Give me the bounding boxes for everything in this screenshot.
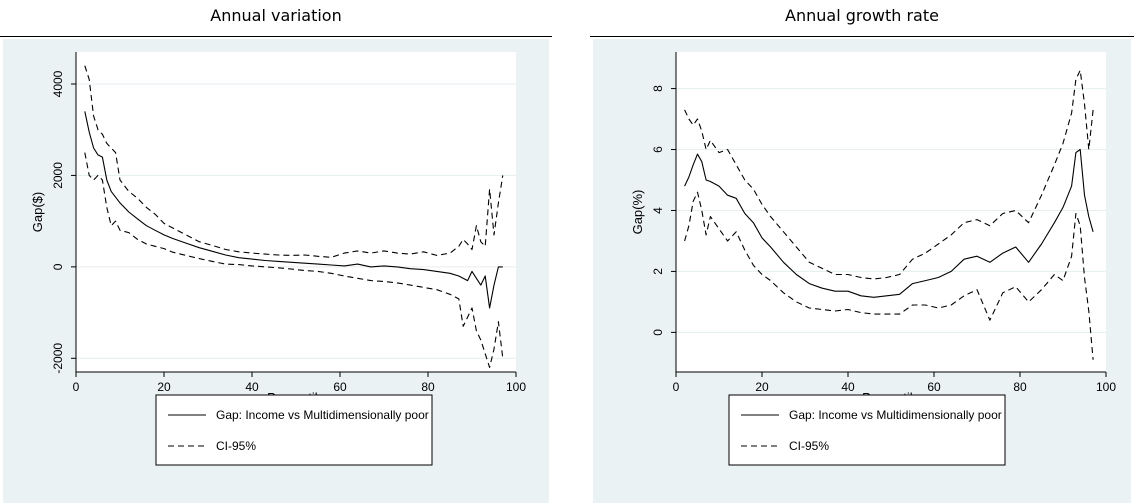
x-tick-label: 80 xyxy=(421,380,435,394)
y-tick-label: 6 xyxy=(651,146,665,153)
chart-annual-growth-rate: 02468020406080100PercentileGap(%)Gap: In… xyxy=(593,39,1131,503)
x-tick-label: 80 xyxy=(1013,380,1027,394)
plot-area xyxy=(676,52,1106,372)
chart-title: Annual growth rate xyxy=(785,6,939,25)
y-tick-label: 0 xyxy=(651,329,665,336)
y-axis-title: Gap(%) xyxy=(630,190,645,235)
y-tick-label: 4000 xyxy=(51,70,65,97)
x-tick-label: 60 xyxy=(927,380,941,394)
x-tick-label: 20 xyxy=(755,380,769,394)
gap-line xyxy=(684,148,1094,298)
y-tick-label: -2000 xyxy=(51,343,65,374)
x-tick-label: 20 xyxy=(157,380,171,394)
title-divider xyxy=(0,36,552,37)
x-tick-label: 100 xyxy=(1096,380,1116,394)
y-tick-label: 2000 xyxy=(51,162,65,189)
y-tick-label: 8 xyxy=(651,85,665,92)
x-tick-label: 100 xyxy=(506,380,526,394)
chart-title: Annual variation xyxy=(210,6,342,25)
y-tick-label: 2 xyxy=(651,268,665,275)
chart-panel-annual-variation: Annual variation -2000 0 2000 4000 0 20 40 60 80… xyxy=(0,0,552,503)
x-tick-label: 40 xyxy=(841,380,855,394)
ci-lower-line xyxy=(684,191,1094,360)
legend-label: Gap: Income vs Multidimensionally poor xyxy=(789,408,1002,422)
ci-upper-line xyxy=(684,69,1094,280)
legend-label: Gap: Income vs Multidimensionally poor xyxy=(216,408,429,422)
chart-annual-variation: -2000020004000020406080100PercentileGap(… xyxy=(3,39,549,503)
x-tick-label: 0 xyxy=(673,380,680,394)
x-tick-label: 40 xyxy=(245,380,259,394)
x-tick-label: 0 xyxy=(73,380,80,394)
ci-lower-line xyxy=(84,152,504,368)
gap-line xyxy=(84,111,503,309)
title-divider xyxy=(590,36,1134,37)
plot-area xyxy=(76,52,516,372)
y-tick-label: 0 xyxy=(51,263,65,270)
legend-label: CI-95% xyxy=(789,439,829,453)
legend-label: CI-95% xyxy=(216,439,256,453)
ci-upper-line xyxy=(84,65,504,258)
chart-panel-annual-growth-rate: Annual growth rate 02468020406080100Perc… xyxy=(590,0,1134,503)
x-tick-label: 60 xyxy=(333,380,347,394)
y-tick-label: 4 xyxy=(651,207,665,214)
legend-box xyxy=(155,394,433,466)
y-axis-title: Gap($) xyxy=(30,192,45,232)
legend-box xyxy=(728,394,1006,466)
